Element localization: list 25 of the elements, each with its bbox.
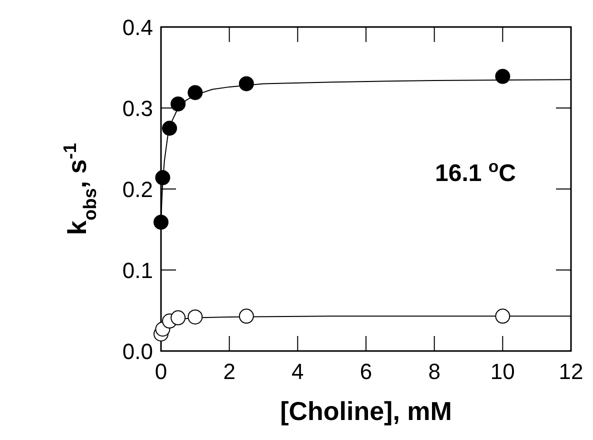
point [238, 76, 254, 92]
x-tick-label: 6 [360, 359, 372, 384]
point [154, 214, 168, 230]
point [495, 308, 510, 324]
y-tick-label: 0.4 [122, 15, 153, 40]
x-tick-label: 8 [428, 359, 440, 384]
x-tick-label: 0 [154, 359, 168, 384]
y-tick-label: 0.1 [122, 258, 153, 283]
x-tick-label: 12 [558, 359, 584, 384]
point [495, 68, 510, 84]
point [170, 310, 186, 326]
annotation: 16.1 $^{o}$C [435, 156, 516, 187]
point [170, 96, 186, 112]
y-tick-label: 0.3 [122, 96, 153, 121]
x-tick-label: 2 [223, 359, 236, 384]
point [188, 309, 203, 324]
x-tick-label: 4 [292, 359, 304, 384]
x-axis-title: [Choline], mM [280, 396, 452, 426]
x-tick-label: 10 [490, 359, 515, 384]
point [238, 308, 254, 324]
point [188, 85, 203, 100]
y-tick-label: 0.2 [122, 177, 153, 202]
y-tick-label: 0.0 [122, 339, 153, 364]
point [155, 170, 170, 186]
point [162, 120, 178, 136]
